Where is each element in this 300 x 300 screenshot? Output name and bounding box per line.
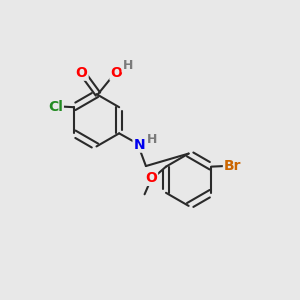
Text: N: N <box>134 138 145 152</box>
Text: Cl: Cl <box>48 100 63 114</box>
Text: O: O <box>110 66 122 80</box>
Text: Br: Br <box>224 159 242 173</box>
Text: O: O <box>76 66 88 80</box>
Text: H: H <box>122 59 133 72</box>
Text: H: H <box>147 133 157 146</box>
Text: O: O <box>145 171 157 185</box>
